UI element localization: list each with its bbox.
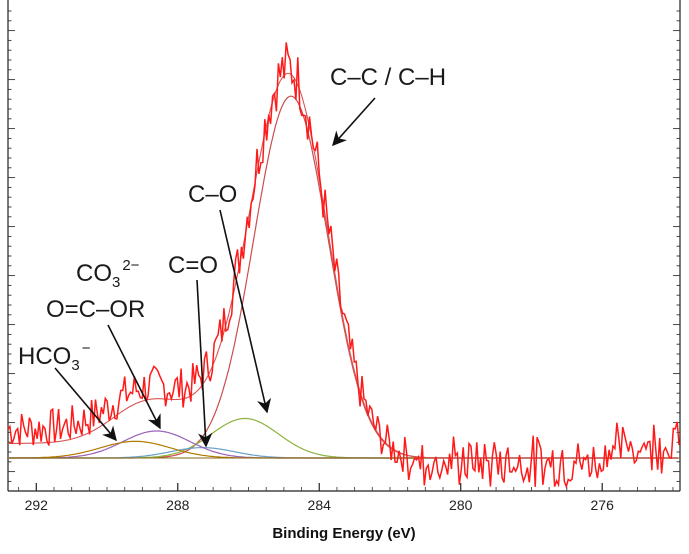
x-tick-label: 284 <box>308 497 332 513</box>
label-c-double-o: C=O <box>168 252 218 279</box>
x-tick-label: 280 <box>449 497 473 513</box>
x-ticks: 292 288 284 280 276 <box>18 483 674 513</box>
x-axis-title: Binding Energy (eV) <box>272 525 415 542</box>
arrow-ester <box>107 324 161 430</box>
co3-sup: 2− <box>122 257 139 274</box>
axes: 292 288 284 280 276 <box>7 0 681 513</box>
label-cc: C–C / C–H <box>330 64 446 91</box>
x-tick-label: 288 <box>166 497 190 513</box>
hco3-sub: 3 <box>71 357 79 374</box>
arrow-co <box>219 209 272 414</box>
co3-sub: 3 <box>112 274 120 291</box>
label-co3: CO32− <box>76 257 140 291</box>
annotations: C–C / C–H C–O C=O CO32− O=C–OR HCO3− <box>18 64 446 448</box>
y-ticks-left <box>8 10 15 482</box>
label-ester: O=C–OR <box>46 296 145 323</box>
measured-spectrum <box>7 42 680 490</box>
label-hco3: HCO3− <box>18 340 91 374</box>
arrow-c-double-o <box>196 279 213 448</box>
hco3-main: HCO <box>18 343 71 370</box>
x-tick-label: 276 <box>591 497 615 513</box>
arrow-hco3 <box>54 367 117 442</box>
label-co: C–O <box>188 181 237 208</box>
y-ticks-right <box>673 10 680 482</box>
envelope-fit <box>8 72 679 459</box>
arrow-cc <box>332 97 376 147</box>
hco3-sup: − <box>82 340 91 357</box>
x-tick-label: 292 <box>25 497 49 513</box>
co3-main: CO <box>76 260 112 287</box>
